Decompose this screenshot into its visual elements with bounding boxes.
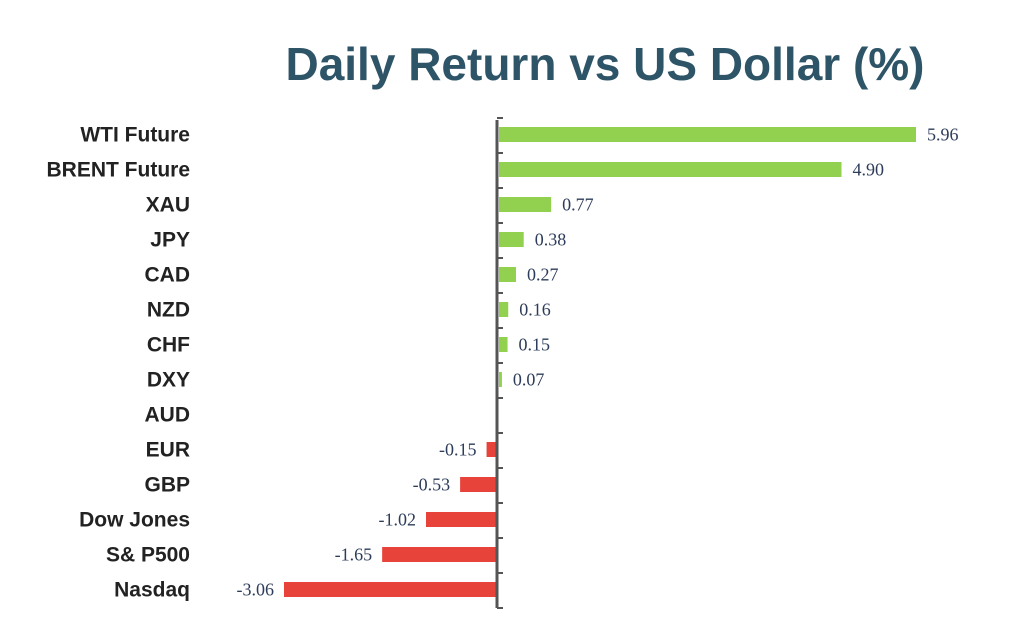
bar-jpy bbox=[499, 232, 524, 247]
category-label-dxy: DXY bbox=[147, 369, 190, 392]
bars bbox=[284, 127, 916, 597]
value-label-nzd: 0.16 bbox=[519, 300, 551, 320]
category-label-wti-future: WTI Future bbox=[80, 124, 190, 147]
value-label-s-p500: -1.65 bbox=[335, 545, 373, 565]
value-label-dxy: 0.07 bbox=[513, 370, 545, 390]
bar-dxy bbox=[499, 372, 502, 387]
value-labels: 5.96 4.90 0.77 0.38 0.27 0.16 0.15 0.07 -0.15 -0.… bbox=[237, 125, 959, 600]
category-labels: WTI Future BRENT Future XAU JPY CAD NZD CHF DXY… bbox=[47, 124, 191, 602]
category-label-gbp: GBP bbox=[144, 474, 190, 497]
bar-dow-jones bbox=[426, 512, 497, 527]
bar-wti-future bbox=[499, 127, 916, 142]
category-label-xau: XAU bbox=[146, 194, 190, 217]
bar-cad bbox=[499, 267, 516, 282]
category-label-jpy: JPY bbox=[150, 229, 190, 252]
value-label-brent-future: 4.90 bbox=[852, 160, 884, 180]
bar-s-p500 bbox=[382, 547, 497, 562]
bar-nzd bbox=[499, 302, 509, 317]
value-label-xau: 0.77 bbox=[562, 195, 594, 215]
bar-brent-future bbox=[499, 162, 842, 177]
category-label-eur: EUR bbox=[146, 439, 190, 462]
value-label-chf: 0.15 bbox=[519, 335, 551, 355]
bar-nasdaq bbox=[284, 582, 497, 597]
value-label-gbp: -0.53 bbox=[413, 475, 451, 495]
bar-eur bbox=[486, 442, 497, 457]
category-label-nzd: NZD bbox=[147, 299, 190, 322]
bar-chf bbox=[499, 337, 508, 352]
value-label-jpy: 0.38 bbox=[535, 230, 567, 250]
category-label-cad: CAD bbox=[145, 264, 191, 287]
category-label-dow-jones: Dow Jones bbox=[79, 509, 190, 532]
value-label-eur: -0.15 bbox=[439, 440, 477, 460]
bar-xau bbox=[499, 197, 552, 212]
value-label-cad: 0.27 bbox=[527, 265, 559, 285]
value-label-wti-future: 5.96 bbox=[927, 125, 959, 145]
category-label-nasdaq: Nasdaq bbox=[114, 579, 190, 602]
category-label-brent-future: BRENT Future bbox=[47, 159, 191, 182]
value-label-dow-jones: -1.02 bbox=[379, 510, 417, 530]
category-label-chf: CHF bbox=[147, 334, 190, 357]
bar-gbp bbox=[460, 477, 497, 492]
chart-title: Daily Return vs US Dollar (%) bbox=[285, 38, 924, 90]
value-label-nasdaq: -3.06 bbox=[237, 580, 275, 600]
category-label-aud: AUD bbox=[145, 404, 191, 427]
y-axis bbox=[495, 117, 503, 609]
category-label-s-p500: S& P500 bbox=[106, 544, 190, 567]
